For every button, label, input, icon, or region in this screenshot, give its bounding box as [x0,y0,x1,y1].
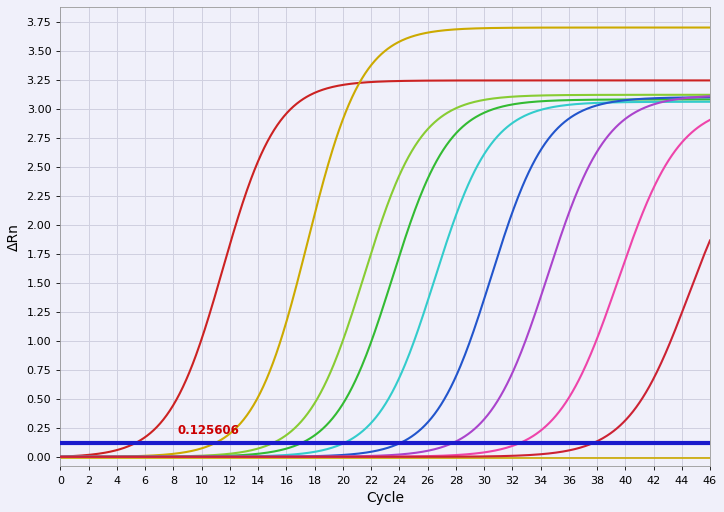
Text: 0.125606: 0.125606 [177,424,239,437]
X-axis label: Cycle: Cycle [366,491,404,505]
Y-axis label: ΔRn: ΔRn [7,223,21,251]
